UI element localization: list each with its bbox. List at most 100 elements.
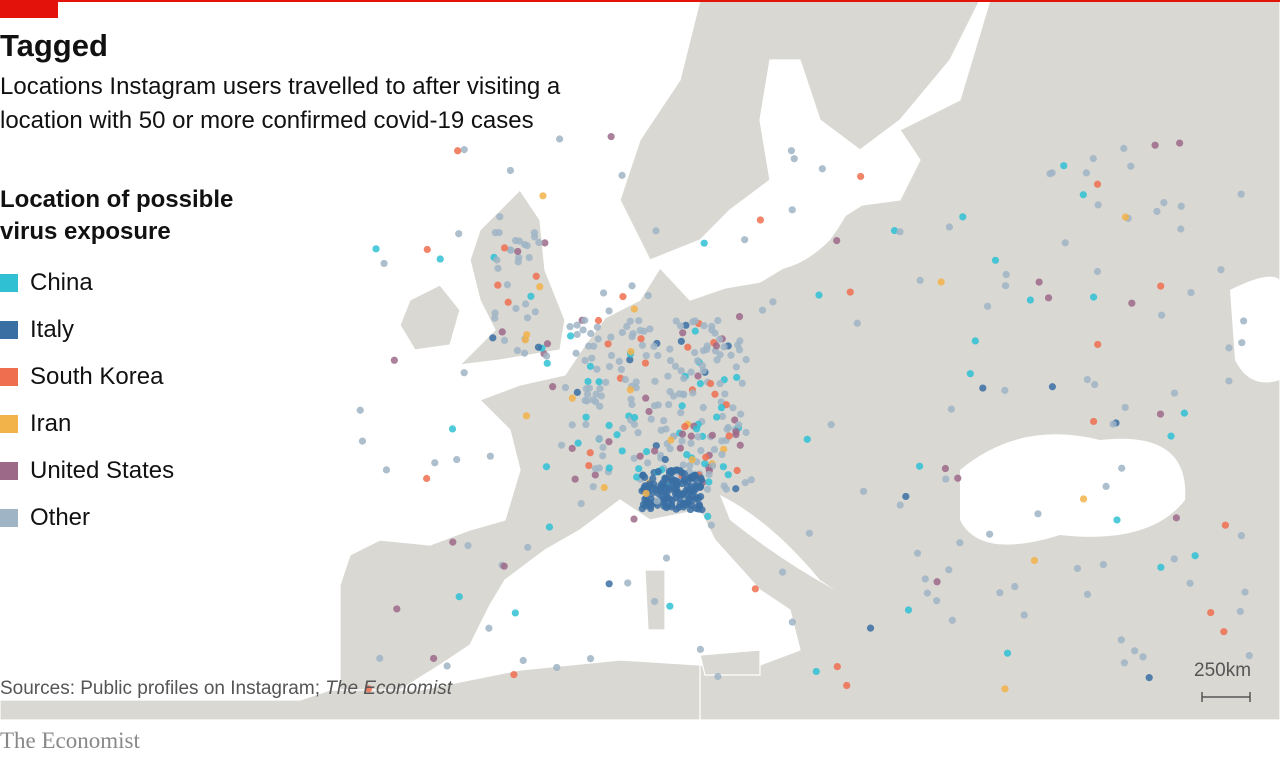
location-dot [605,363,614,371]
location-dot [693,425,701,433]
location-dot [1093,267,1102,276]
location-dot [697,446,705,455]
location-dot [443,662,451,670]
location-dot [687,432,695,440]
location-dot [652,227,660,235]
location-dot [672,482,681,490]
location-dot [573,330,581,339]
location-dot [660,417,668,425]
location-dot [686,494,694,502]
location-dot [812,667,820,676]
location-dot [626,317,634,325]
legend-label: South Korea [30,363,164,390]
location-dot [1121,403,1129,412]
location-dot [716,379,724,388]
location-dot [596,402,604,410]
location-dot [613,431,621,439]
location-dot [1011,582,1019,591]
location-dot [498,328,506,336]
location-dot [937,278,945,286]
location-dot [1170,389,1179,397]
location-dot [661,474,669,482]
location-dot [485,624,493,632]
location-dot [651,447,659,455]
location-dot [639,471,647,479]
location-dot [902,492,910,501]
location-dot [732,485,740,493]
location-dot [677,367,685,375]
legend-item: Other [0,503,90,533]
location-dot [803,435,811,443]
location-dot [436,255,444,263]
location-dot [372,245,380,253]
location-dot [790,155,798,163]
location-dot [454,147,462,155]
location-dot [390,356,398,364]
location-dot [1237,532,1246,540]
location-dot [486,452,494,460]
location-dot [846,288,854,296]
location-dot [573,388,581,396]
location-dot [543,359,551,367]
location-dot [1241,588,1249,596]
legend-item: China [0,268,93,298]
location-dot [430,654,438,663]
location-dot [455,230,463,238]
location-dot [1120,659,1129,667]
location-dot [605,421,613,430]
location-dot [531,308,539,316]
location-dot [586,449,594,457]
location-dot [605,580,613,588]
location-dot [698,506,706,514]
location-dot [979,384,987,392]
location-dot [393,605,401,613]
location-dot [948,616,956,624]
location-dot [923,589,931,597]
location-dot [698,362,706,370]
location-dot [542,463,551,471]
location-dot [729,404,737,412]
location-dot [742,428,750,437]
location-dot [1221,521,1229,529]
location-dot [543,352,551,360]
location-dot [523,314,532,322]
location-dot [718,437,726,445]
location-dot [522,412,531,420]
location-dot [1091,380,1099,389]
location-dot [553,663,561,672]
location-dot [788,618,796,626]
location-dot [720,343,728,351]
location-dot [593,323,602,331]
location-dot [641,495,649,503]
location-dot [1180,409,1188,417]
location-dot [460,369,468,377]
location-dot [500,562,508,570]
location-dot [595,434,603,443]
location-dot [489,334,497,342]
location-dot [568,444,576,453]
location-dot [733,466,741,475]
location-dot [1177,202,1185,210]
location-dot [573,321,581,329]
legend-swatch [0,462,18,480]
location-dot [1236,607,1244,616]
location-dot [711,329,719,337]
location-dot [1238,339,1246,347]
location-dot [915,462,924,470]
location-dot [694,357,702,365]
location-dot [1113,516,1121,524]
legend-label: Other [30,504,91,531]
location-dot [712,342,720,350]
location-dot [1120,144,1128,153]
location-dot [586,362,595,370]
location-dot [1160,199,1168,207]
location-dot [916,276,924,284]
location-dot [536,283,544,291]
location-dot [1240,317,1248,325]
location-dot [513,346,521,355]
location-dot [699,403,707,412]
location-dot [449,538,457,546]
location-dot [535,238,543,247]
location-dot [787,147,796,155]
location-dot [945,566,953,574]
